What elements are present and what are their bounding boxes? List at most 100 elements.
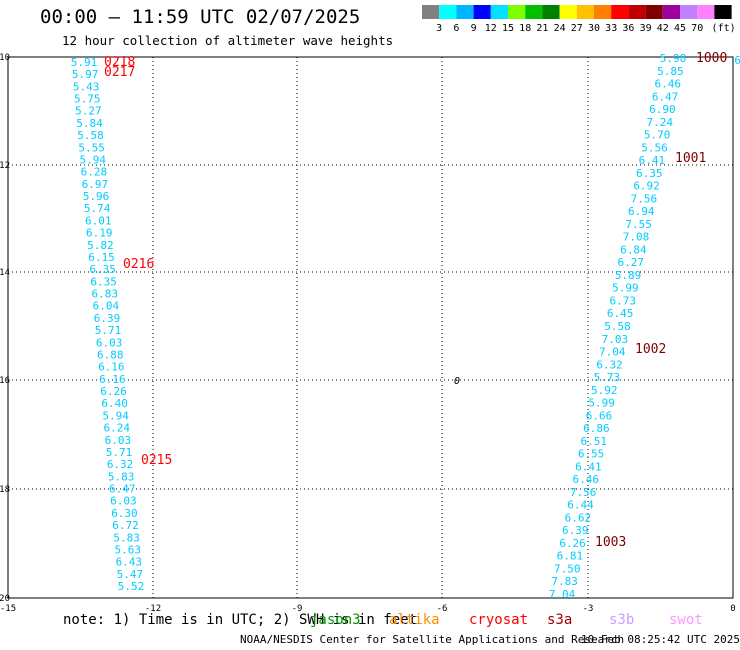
swh-value: 6.04	[93, 300, 120, 313]
swh-value: 6.47	[109, 483, 136, 496]
axis-ticks: -15 -12 -9 -6 -3 0 -10 -12 -14 -16 -18 -20 0	[0, 53, 736, 614]
swh-value: 5.96	[83, 190, 110, 203]
legend-swatch	[594, 5, 612, 19]
legend-label: 27	[571, 23, 583, 34]
swh-value: 5.99	[612, 282, 639, 295]
legend-swatch	[422, 5, 440, 19]
swh-value: 6.55	[578, 448, 605, 461]
pass-time-label: 0217	[104, 65, 135, 80]
credit-line: NOAA/NESDIS Center for Satellite Applica…	[240, 633, 625, 646]
swh-value: 5.94	[102, 409, 129, 422]
swh-value: 6.51	[580, 435, 607, 448]
y-tick-label: -10	[0, 53, 10, 63]
swh-value: 5.47	[117, 568, 144, 581]
swh-value: 6.26	[559, 537, 586, 550]
swh-value: 5.74	[84, 202, 111, 215]
legend-swatch	[611, 5, 629, 19]
swh-value: 6.66	[586, 409, 613, 422]
swh-value: 6.40	[101, 397, 128, 410]
swh-value: 6.03	[96, 336, 123, 349]
legend-label: 36	[622, 23, 634, 34]
legend-label: 42	[657, 23, 669, 34]
swh-value: 5.98	[660, 52, 687, 65]
y-tick-label: -20	[0, 594, 10, 604]
swh-value: 5.73	[594, 371, 621, 384]
legend-label: 39	[640, 23, 652, 34]
swh-value: 6.46	[654, 78, 681, 91]
x-tick-label: -9	[292, 604, 303, 614]
swh-value: 7.83	[551, 575, 578, 588]
swh-value: 6.28	[81, 166, 108, 179]
swh-value: 7.56	[631, 192, 658, 205]
swh-value: 5.70	[644, 129, 671, 142]
legend-swatch	[490, 5, 508, 19]
pass-time-label: 1002	[635, 342, 666, 357]
swh-value: 6.92	[633, 180, 660, 193]
swh-value: 6.35	[90, 275, 117, 288]
legend-swatch	[714, 5, 732, 19]
swh-value: 6.90	[649, 103, 676, 116]
swh-value: 6.26	[100, 385, 127, 398]
legend-label: 6	[453, 23, 459, 34]
swh-value: 6.97	[82, 178, 109, 191]
swh-value: 6.32	[596, 358, 623, 371]
legend-swatch	[628, 5, 646, 19]
grid-lines	[8, 57, 733, 598]
legend-label: 70	[691, 23, 703, 34]
plot-frame	[7, 56, 734, 599]
swh-value: 7.24	[647, 116, 674, 129]
legend-swatch	[473, 5, 491, 19]
swh-value: 7.04	[599, 346, 626, 359]
pass-time-label: 0215	[141, 453, 172, 468]
swh-value: 7.55	[625, 218, 652, 231]
swh-value: 6.43	[116, 556, 143, 569]
swh-value: 5.85	[657, 65, 684, 78]
swh-value: 6.72	[112, 519, 139, 532]
y-tick-label: -12	[0, 161, 10, 171]
swh-value: 6.73	[610, 294, 637, 307]
mission-jason3: jason3	[310, 612, 361, 628]
swh-value: 6.19	[86, 227, 113, 240]
swh-value: 6.24	[104, 422, 131, 435]
swh-value: 5.52	[118, 580, 145, 593]
swh-value: 6.47	[652, 90, 679, 103]
y-tick-label: -16	[0, 376, 10, 386]
swh-value: 6.94	[628, 205, 655, 218]
swh-value: 6.35	[636, 167, 663, 180]
legend-label: 18	[519, 23, 531, 34]
x-tick-label: -12	[145, 604, 161, 614]
pass-time-label: 0218	[104, 55, 135, 70]
legend-swatch	[542, 5, 560, 19]
swh-value: 6.35	[89, 263, 116, 276]
legend-label: 12	[485, 23, 497, 34]
legend-swatch	[525, 5, 543, 19]
swh-value: 5.83	[108, 470, 135, 483]
legend-swatch	[456, 5, 474, 19]
swh-value: 7.50	[554, 562, 581, 575]
swh-value: 5.91	[71, 56, 98, 69]
x-tick-label: -15	[0, 604, 16, 614]
swh-value: 6.88	[97, 348, 124, 361]
swh-value: 6.15	[88, 251, 115, 264]
swh-value: 5.27	[75, 105, 102, 118]
swh-value: 6.30	[111, 507, 138, 520]
pass-time-label: 0216	[123, 257, 154, 272]
swh-value: 6.41	[575, 460, 602, 473]
swh-value: 5.97	[72, 68, 99, 81]
wave-height-tracks: 5.915.975.435.755.275.845.585.555.946.28…	[71, 52, 740, 601]
x-tick-label: 0	[730, 604, 735, 614]
legend-swatch	[680, 5, 698, 19]
swh-value: 5.75	[74, 93, 101, 106]
center-marker: 0	[454, 376, 460, 387]
swh-value: 6.84	[620, 243, 647, 256]
swh-value: 5.94	[79, 153, 106, 166]
swh-value: 6.62	[565, 511, 592, 524]
swh-value: 6.39	[562, 524, 589, 537]
swh-value: 7.56	[570, 486, 597, 499]
footnote: note: 1) Time is in UTC; 2) SWH is in fe…	[63, 612, 418, 628]
swh-value: 6.32	[107, 458, 134, 471]
x-tick-label: -6	[437, 604, 448, 614]
legend-label: 21	[536, 23, 548, 34]
